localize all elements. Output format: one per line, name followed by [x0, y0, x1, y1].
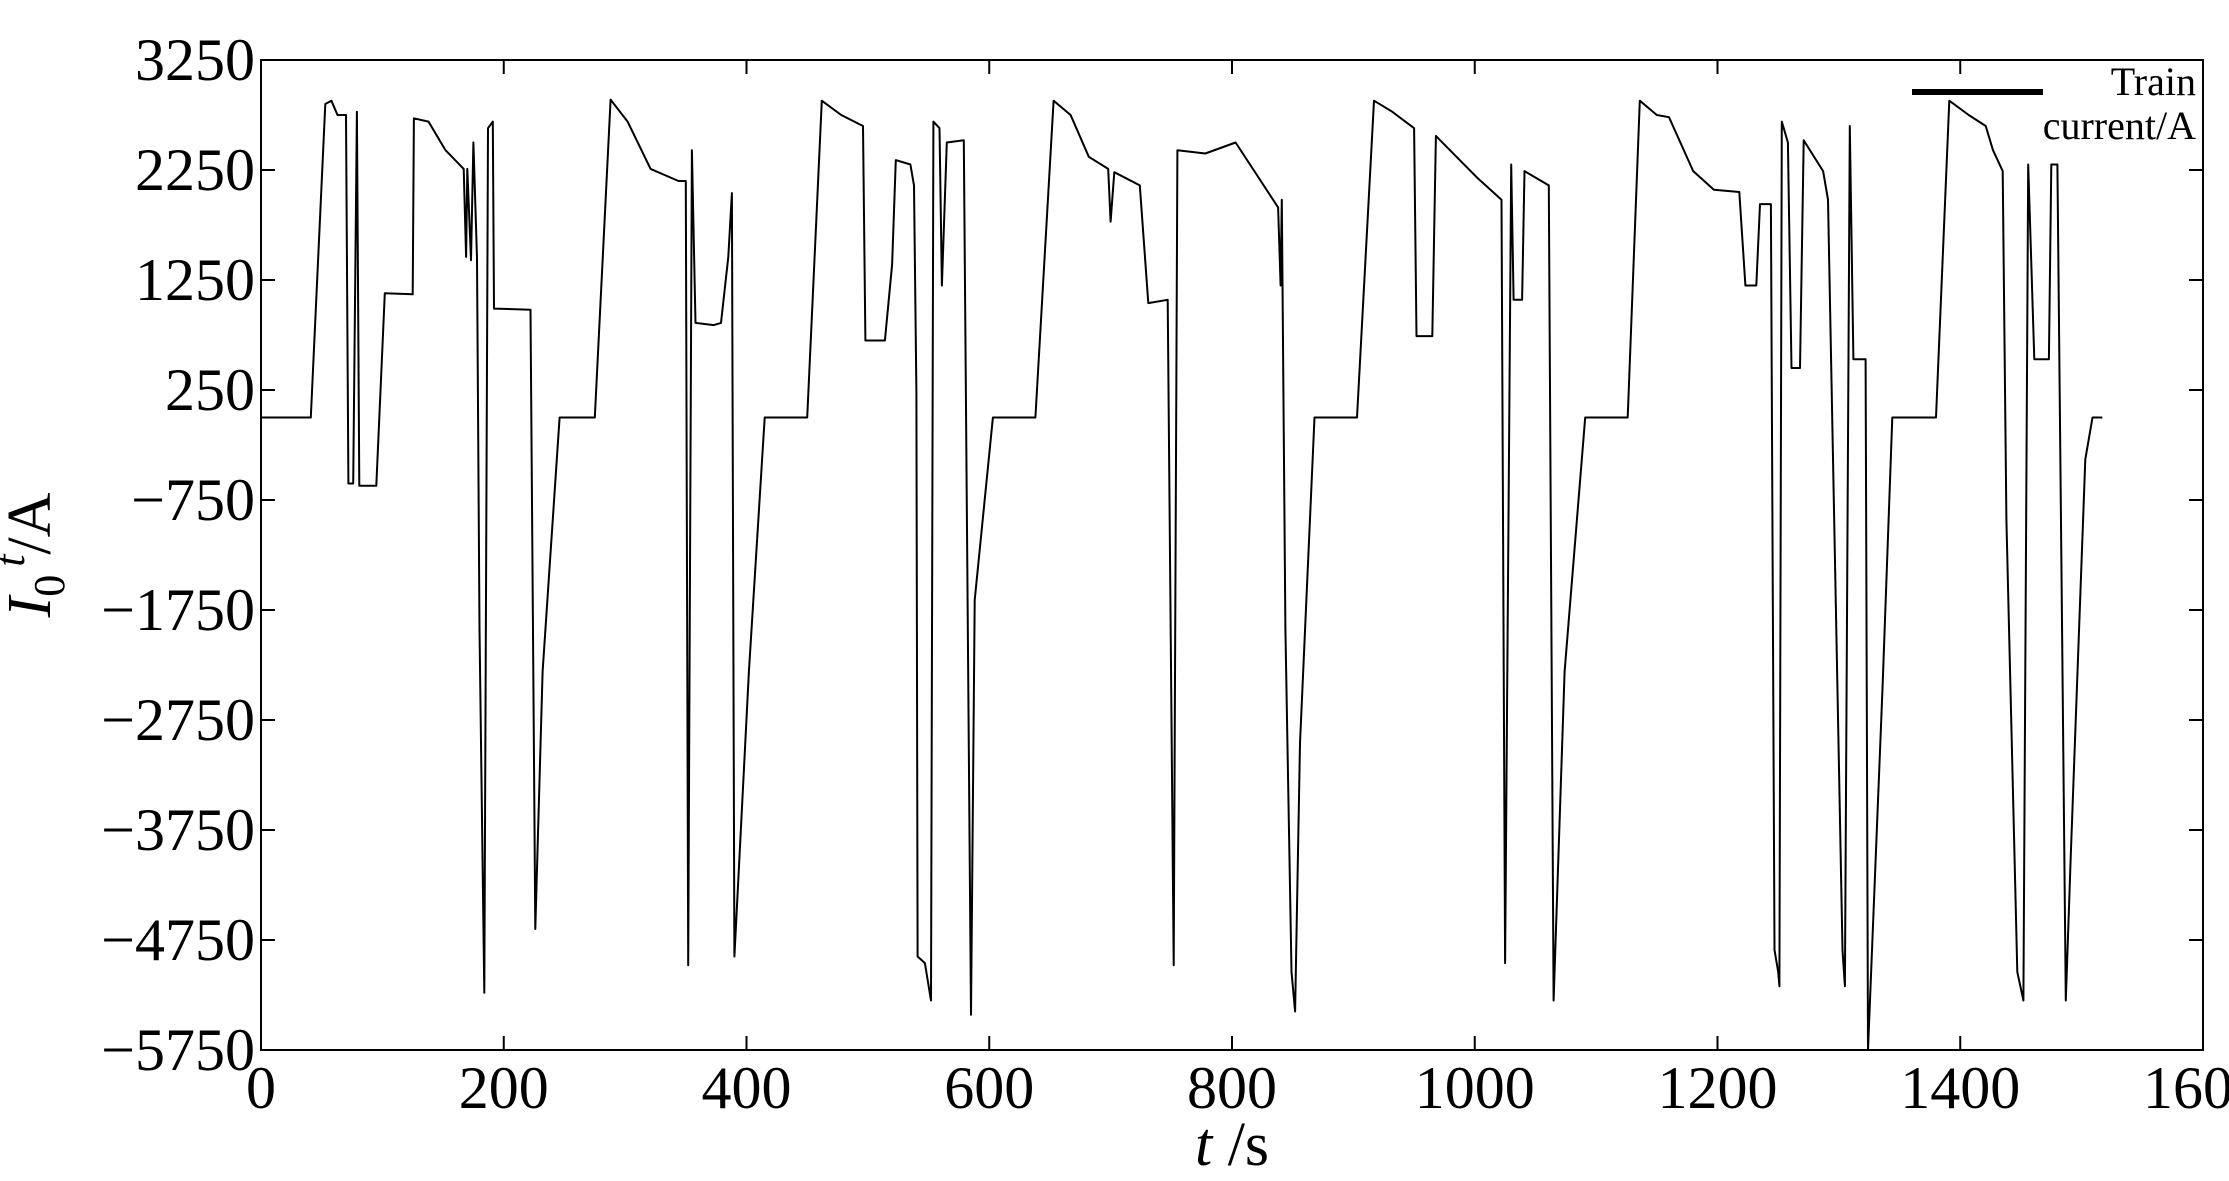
- x-tick-label: 600: [944, 1055, 1034, 1121]
- x-tick-label: 200: [459, 1055, 549, 1121]
- x-tick-label: 1600: [2143, 1055, 2229, 1121]
- y-label-var: I: [0, 593, 64, 618]
- y-tick-label: 1250: [135, 247, 255, 313]
- x-tick-label: 800: [1187, 1055, 1277, 1121]
- y-axis-label: I0 t/A: [0, 492, 74, 618]
- y-label-sup: t: [0, 553, 34, 567]
- y-tick-label: −5750: [101, 1017, 255, 1083]
- series-line: [261, 98, 2103, 1051]
- x-label-unit: /s: [1212, 1111, 1269, 1179]
- y-tick-label: −2750: [101, 687, 255, 753]
- y-tick-label: 2250: [135, 137, 255, 203]
- x-tick-label: 400: [702, 1055, 792, 1121]
- plot-frame: [260, 59, 2204, 1051]
- y-tick-label: 3250: [135, 27, 255, 93]
- y-tick-label: −750: [131, 467, 255, 533]
- y-tick-label: −3750: [101, 797, 255, 863]
- x-tick-label: 1000: [1415, 1055, 1535, 1121]
- x-tick-label: 1400: [1900, 1055, 2020, 1121]
- y-label-unit: /A: [0, 492, 64, 554]
- x-tick-label: 0: [246, 1055, 276, 1121]
- y-tick-label: 250: [165, 357, 255, 423]
- y-label-sub: 0: [25, 575, 74, 597]
- y-tick-label: −1750: [101, 577, 255, 643]
- x-axis-label: t /s: [1195, 1111, 1269, 1179]
- x-tick-label: 1200: [1658, 1055, 1778, 1121]
- legend-label: Train current/A: [2042, 59, 2196, 148]
- x-label-var: t: [1195, 1111, 1214, 1179]
- y-tick-label: −4750: [101, 907, 255, 973]
